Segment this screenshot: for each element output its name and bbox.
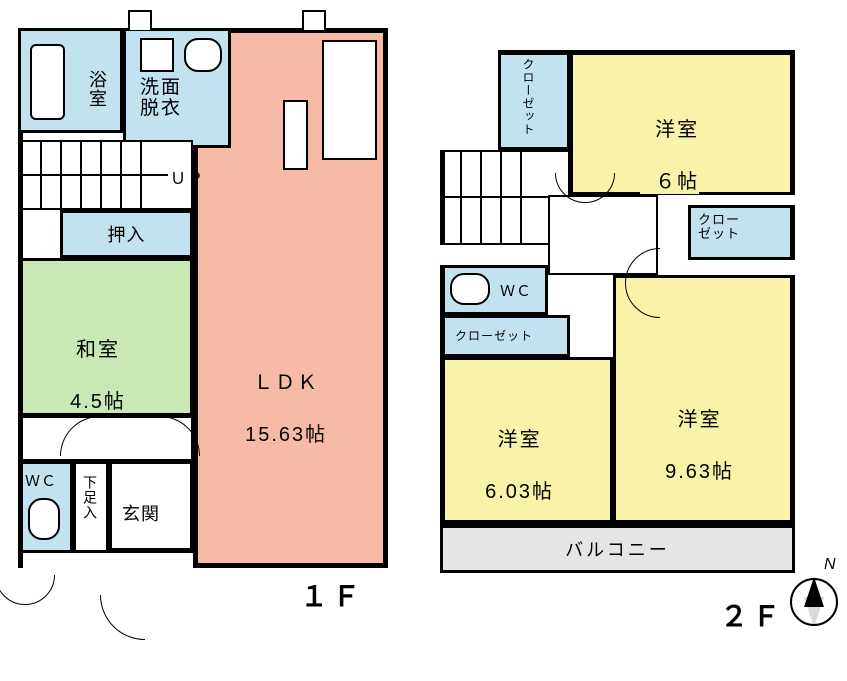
floor-1-title: １Ｆ	[300, 575, 364, 615]
youshitsu-a-label: 洋室 ６帖	[640, 90, 699, 194]
washitsu-label: 和室 4.5帖	[55, 310, 126, 414]
closet-a-label: クローゼット	[520, 58, 537, 136]
vent-2	[302, 10, 326, 30]
closet-b-label: クローゼット	[698, 213, 740, 242]
closet-c-label: クローゼット	[455, 327, 533, 344]
youshitsu-c-label: 洋室 6.03帖	[470, 400, 554, 504]
vent-1	[128, 10, 152, 30]
up-label: ＵＰ	[170, 165, 204, 189]
oshiire-label: 押入	[108, 221, 146, 247]
wc-1f-label: ＷＣ	[25, 470, 57, 491]
compass-n: N	[824, 556, 837, 574]
youshitsu-b-label: 洋室 9.63帖	[650, 380, 734, 484]
floor-2-title: ２Ｆ	[720, 595, 784, 635]
kitchen-island	[283, 100, 308, 170]
kutsu-label: 下足入	[80, 475, 100, 520]
sink-icon	[184, 38, 222, 72]
washer-icon	[140, 38, 174, 72]
genkan-label: 玄関	[122, 500, 160, 526]
compass-icon	[790, 578, 838, 626]
ldk-label: ＬＤＫ 15.63帖	[230, 343, 327, 447]
oshiire: 押入	[60, 210, 193, 258]
wc-2f-label: ＷＣ	[500, 280, 532, 301]
bathtub	[30, 44, 65, 120]
senmen-label: 洗面 脱衣	[140, 78, 182, 120]
toilet-1f-icon	[28, 498, 60, 540]
balcony: バルコニー	[440, 525, 795, 573]
bath-label: 浴室	[84, 70, 110, 108]
toilet-2f-icon	[450, 273, 490, 305]
balcony-label: バルコニー	[565, 536, 670, 562]
kitchen-counter	[322, 40, 377, 160]
